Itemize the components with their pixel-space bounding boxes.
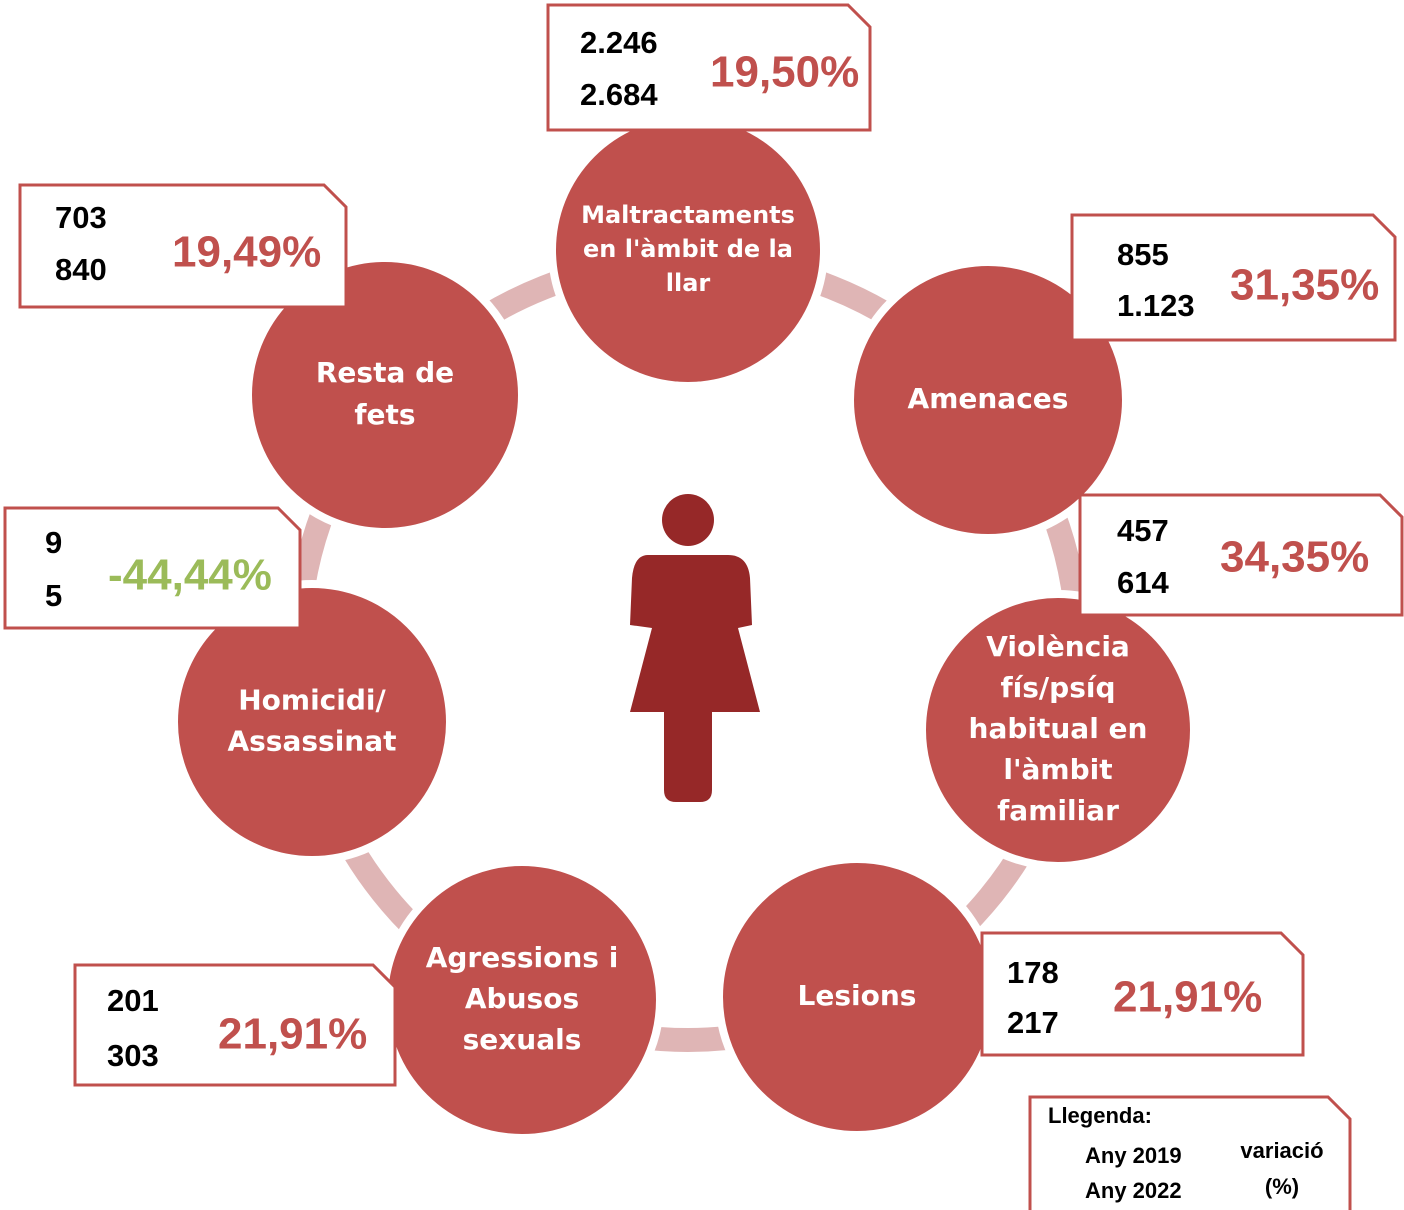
node-label: Resta de xyxy=(316,356,454,389)
value-2022: 303 xyxy=(107,1038,159,1073)
value-2019: 9 xyxy=(45,525,62,560)
woman-icon xyxy=(630,494,760,802)
node-label: familiar xyxy=(997,794,1119,827)
value-box xyxy=(546,3,872,132)
node-label: Abusos xyxy=(465,982,579,1015)
variation: 21,91% xyxy=(218,1010,367,1059)
value-2019: 201 xyxy=(107,983,159,1018)
value-2019: 2.246 xyxy=(580,25,658,60)
node-label: en l'àmbit de la xyxy=(583,235,793,263)
node-circle xyxy=(846,258,1130,542)
node-label: Lesions xyxy=(798,979,917,1012)
node-label: fets xyxy=(354,398,415,431)
variation: 21,91% xyxy=(1113,973,1262,1022)
node-label: Assassinat xyxy=(227,725,396,758)
variation: 31,35% xyxy=(1230,261,1379,310)
value-2022: 5 xyxy=(45,578,62,613)
value-2019: 457 xyxy=(1117,513,1169,548)
node-label: habitual en xyxy=(969,712,1148,745)
variation: -44,44% xyxy=(108,551,272,600)
node-label: Homicidi/ xyxy=(238,684,386,717)
value-box xyxy=(18,183,348,309)
node-label: sexuals xyxy=(463,1023,582,1056)
legend-title: Llegenda: xyxy=(1048,1103,1152,1128)
value-2019: 855 xyxy=(1117,237,1169,272)
node-label: llar xyxy=(666,269,711,297)
node-circle xyxy=(918,590,1198,870)
node-label: Maltractaments xyxy=(581,201,795,229)
legend-2022: Any 2022 xyxy=(1085,1178,1182,1203)
node-label: Violència xyxy=(986,630,1130,663)
node-circle xyxy=(170,580,454,864)
node-circle xyxy=(244,254,526,536)
variation: 34,35% xyxy=(1220,533,1369,582)
node-label: Agressions i xyxy=(426,941,619,974)
value-2022: 840 xyxy=(55,252,107,287)
value-box xyxy=(1070,213,1397,342)
value-box xyxy=(1078,493,1404,617)
legend-2019: Any 2019 xyxy=(1085,1143,1182,1168)
legend-variation: variació xyxy=(1240,1138,1323,1163)
value-box xyxy=(980,931,1305,1057)
variation: 19,50% xyxy=(710,48,859,97)
value-2022: 1.123 xyxy=(1117,288,1195,323)
value-2019: 703 xyxy=(55,200,107,235)
value-box xyxy=(3,506,302,630)
layer: Maltractaments en l'àmbit de la llar 2.246 2… xyxy=(3,3,1404,1210)
value-2022: 614 xyxy=(1117,565,1169,600)
node-label: l'àmbit xyxy=(1003,753,1112,786)
variation: 19,49% xyxy=(172,228,321,277)
legend-unit: (%) xyxy=(1265,1174,1299,1199)
value-2022: 217 xyxy=(1007,1005,1059,1040)
value-2022: 2.684 xyxy=(580,77,658,112)
node-label: fís/psíq xyxy=(1000,671,1115,704)
legend-box xyxy=(1028,1095,1352,1210)
value-2019: 178 xyxy=(1007,955,1059,990)
value-box xyxy=(73,963,397,1087)
node-label: Amenaces xyxy=(908,382,1069,415)
